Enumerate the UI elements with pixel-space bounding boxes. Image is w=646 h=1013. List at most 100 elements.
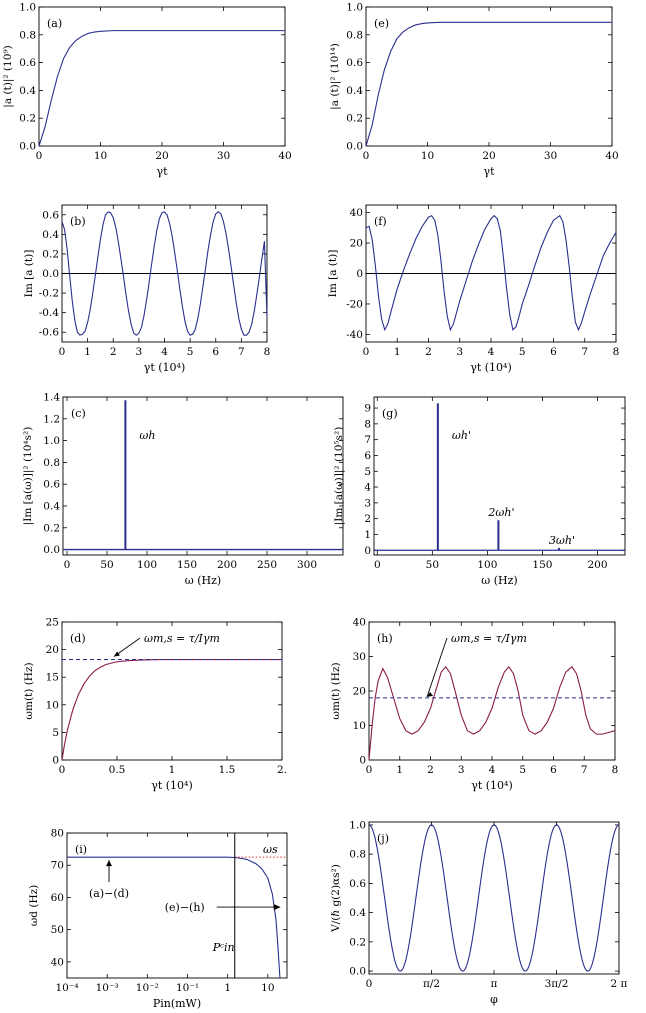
x-axis-label-d: γt (10⁴) [151, 779, 192, 792]
y-tick-label-i: 80 [51, 828, 64, 840]
y-tick-label-j: 0.6 [349, 878, 366, 890]
panel-f: 0 1 2 3 4 5 6 7 8 -40 -20 0 20 40 γt (10⁴) Im [a (t)] (f… [327, 204, 620, 374]
threshold-label-i: Pᶜin [212, 941, 235, 954]
x-tick-label-b: 7 [238, 346, 245, 358]
y-tick-label-j: 0.8 [349, 849, 366, 861]
panel-a: 0 10 20 30 40 0.0 0.2 0.4 0.6 0.8 1.0 γt |a (t)|² (1… [2, 2, 292, 179]
y-tick-label-b: 0.6 [42, 209, 59, 221]
y-tick-label-d: 15 [46, 672, 59, 684]
plot-frame-i [66, 832, 288, 979]
x-tick-label-g: 50 [426, 559, 439, 571]
y-tick-label-j: 0.2 [349, 936, 366, 948]
panel-label-b: (b) [70, 215, 86, 228]
y-axis-label-d: ωm(t) (Hz) [23, 662, 35, 719]
y-tick-label-e: 0.4 [346, 85, 363, 97]
series-line-h [368, 665, 616, 761]
x-tick-label-a: 20 [155, 150, 168, 162]
x-tick-label-d: 2. [277, 764, 287, 776]
panel-label-f: (f) [374, 215, 387, 228]
peak-label-c: ωh [139, 429, 155, 442]
x-tick-label-c: 50 [100, 559, 113, 571]
panel-label-d: (d) [70, 632, 86, 645]
x-tick-label-f: 5 [519, 346, 526, 358]
y-tick-label-g: 1 [364, 529, 371, 541]
peak-label-g: 2ωh' [487, 506, 514, 519]
panel-g: 0 50 100 150 200 0 1 2 3 4 5 6 7 8 9 ω (Hz) |Im [a(ω)]|²… [333, 396, 626, 587]
x-tick-label-h: 5 [519, 764, 526, 776]
panel-b: 0 1 2 3 4 5 6 7 8 -0.6 -0.4 -0.2 0.0 0.2 0.4 0.6 γt (10⁴… [23, 204, 271, 374]
y-tick-label-j: 0.0 [349, 966, 366, 978]
y-tick-label-a: 0.8 [19, 29, 36, 41]
x-tick-label-i: 10⁻¹ [176, 982, 199, 994]
x-tick-label-h: 4 [489, 764, 496, 776]
y-tick-label-c: 0.0 [43, 544, 60, 556]
x-tick-label-c: 150 [177, 559, 197, 571]
x-tick-label-a: 0 [36, 150, 43, 162]
x-tick-label-j: π [491, 978, 498, 990]
x-tick-label-d: 1 [169, 764, 176, 776]
y-tick-label-b: -0.2 [39, 288, 59, 300]
plot-frame-c [62, 396, 344, 556]
annotation-arrowhead-i2 [273, 904, 281, 911]
peak-label-g: ωh' [452, 429, 471, 442]
x-tick-label-c: 0 [64, 559, 71, 571]
x-tick-label-g: 100 [477, 559, 497, 571]
x-tick-label-j: 3π/2 [545, 978, 569, 990]
x-tick-label-b: 8 [264, 346, 271, 358]
x-axis-label-h: γt (10⁴) [471, 779, 512, 792]
x-tick-label-h: 8 [612, 764, 619, 776]
x-tick-label-c: 250 [257, 559, 277, 571]
y-tick-label-e: 0.0 [346, 141, 363, 153]
y-tick-label-e: 0.8 [346, 29, 363, 41]
x-tick-label-f: 0 [363, 346, 370, 358]
y-axis-label-b: Im [a (t)] [23, 250, 35, 298]
y-tick-label-h: 20 [353, 686, 366, 698]
panel-label-g: (g) [382, 407, 398, 420]
x-tick-label-c: 300 [297, 559, 317, 571]
x-tick-label-h: 6 [550, 764, 557, 776]
y-tick-label-g: 2 [364, 513, 371, 525]
y-tick-label-j: 1.0 [349, 819, 366, 831]
x-axis-label-j: φ [490, 993, 498, 1006]
y-tick-label-f: 0 [356, 268, 363, 280]
y-axis-label-c: |Im [a(ω)]|² (10⁴s²) [22, 427, 35, 526]
x-tick-label-f: 8 [613, 346, 620, 358]
x-axis-label-g: ω (Hz) [481, 574, 517, 587]
y-axis-label-g: |Im [a(ω)]|² (10⁵s²) [333, 427, 346, 526]
x-tick-label-b: 6 [212, 346, 219, 358]
x-tick-label-i: 1 [224, 982, 231, 994]
panel-label-e: (e) [374, 17, 389, 30]
y-tick-label-b: 0.0 [42, 268, 59, 280]
x-tick-label-f: 3 [456, 346, 463, 358]
y-axis-label-f: Im [a (t)] [327, 250, 339, 298]
x-tick-label-j: π/2 [423, 978, 440, 990]
plot-frame-a [38, 6, 286, 147]
y-tick-label-i: 70 [51, 860, 64, 872]
x-tick-label-e: 0 [363, 150, 370, 162]
x-tick-label-e: 40 [605, 150, 618, 162]
x-axis-label-b: γt (10⁴) [144, 361, 185, 374]
y-tick-label-d: 0 [52, 755, 59, 767]
x-tick-label-j: 2 π [611, 978, 628, 990]
reference-label-d: ωm,s = τ/Iγm [144, 632, 220, 645]
y-tick-label-h: 40 [353, 617, 366, 629]
y-tick-label-d: 20 [46, 644, 59, 656]
y-tick-label-f: 40 [350, 207, 363, 219]
x-tick-label-d: 0 [59, 764, 66, 776]
reference-label-i: ωs [263, 843, 278, 856]
x-tick-label-i: 10 [261, 982, 274, 994]
y-axis-label-h: ωm(t) (Hz) [330, 662, 342, 719]
x-tick-label-h: 7 [581, 764, 588, 776]
x-tick-label-d: 0.5 [109, 764, 126, 776]
panel-label-i: (i) [75, 843, 87, 856]
x-tick-label-a: 30 [217, 150, 230, 162]
plot-frame-g [373, 396, 626, 556]
y-axis-label-j: V/(ℏ g(2)αs²) [330, 864, 342, 933]
x-tick-label-e: 30 [544, 150, 557, 162]
y-tick-label-d: 10 [46, 699, 59, 711]
x-tick-label-h: 1 [396, 764, 403, 776]
y-axis-label-e: |a (t)|² (10¹⁴) [329, 43, 342, 110]
series-line-j [368, 824, 620, 972]
x-tick-label-g: 150 [532, 559, 552, 571]
